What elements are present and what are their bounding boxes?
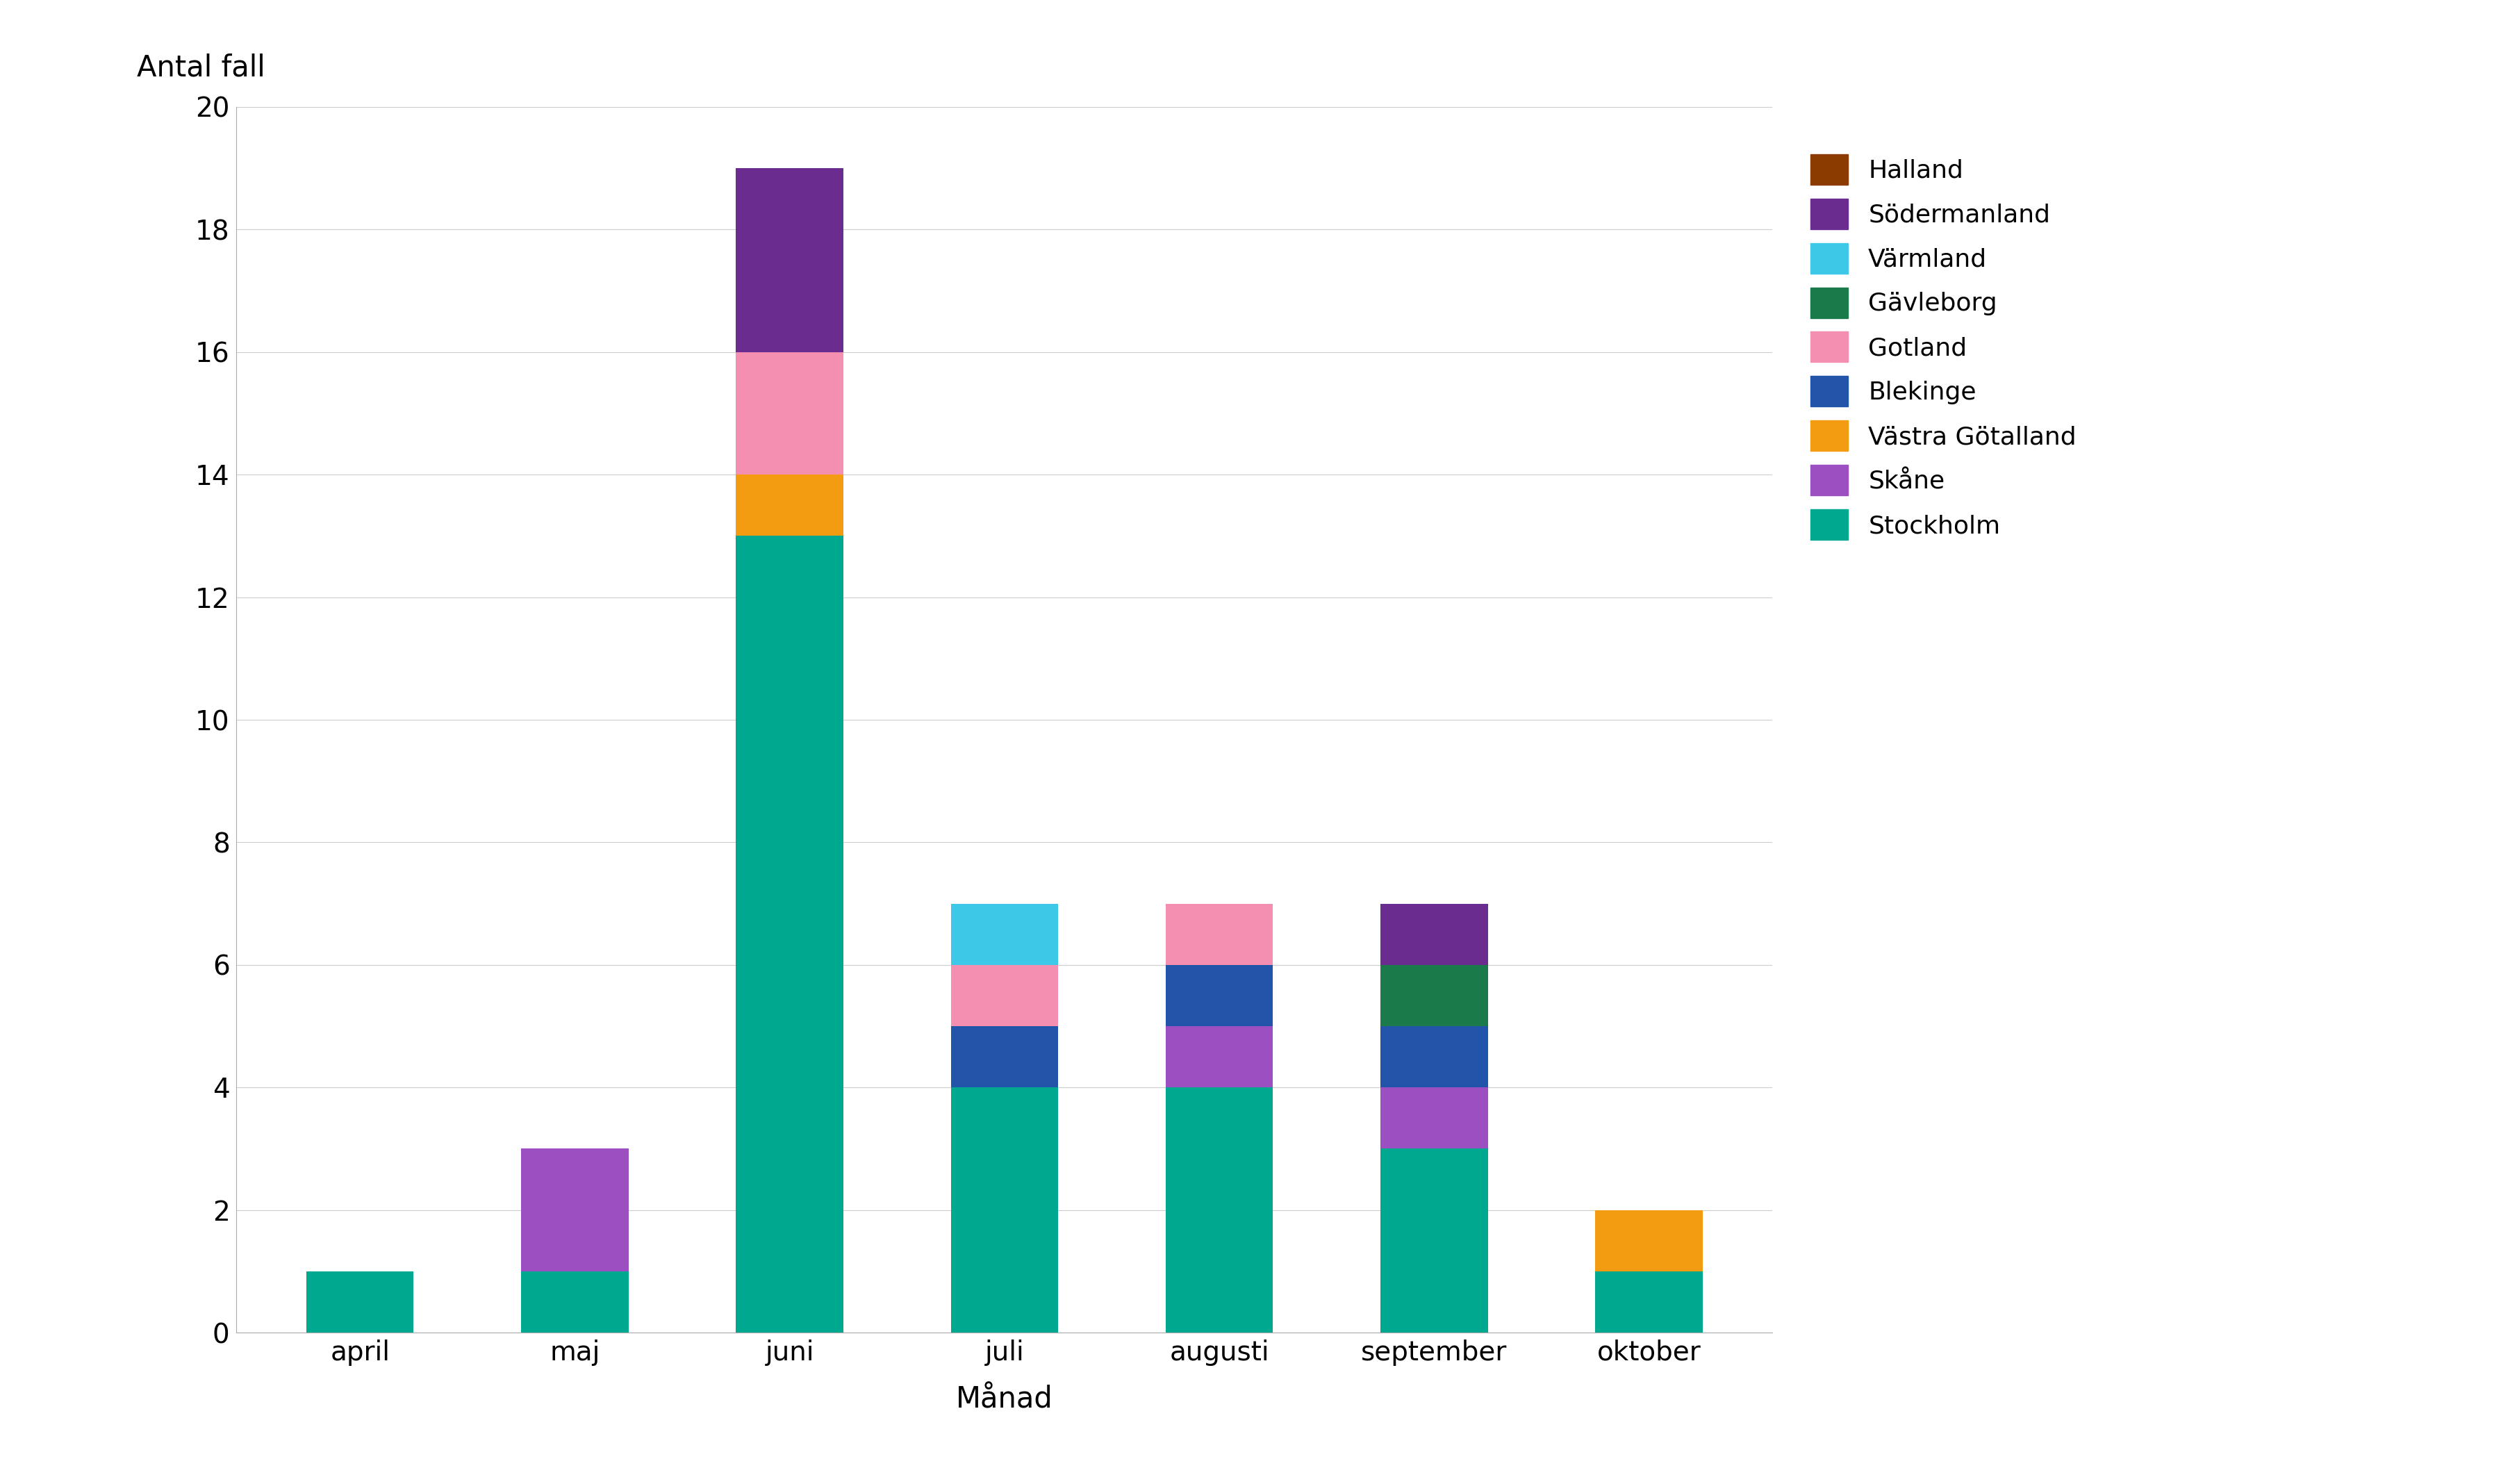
Bar (950, 1025, 1058, 1088)
Bar (735, 352, 843, 475)
Bar (1381, 1025, 1488, 1088)
Bar (305, 1272, 413, 1333)
Bar (735, 536, 843, 1333)
Bar (1596, 1272, 1703, 1333)
X-axis label: Månad: Månad (955, 1385, 1053, 1414)
Bar (1596, 1209, 1703, 1272)
Bar (950, 965, 1058, 1025)
Bar (1381, 904, 1488, 965)
Bar (735, 168, 843, 352)
Bar (520, 1272, 628, 1333)
Text: Antal fall: Antal fall (138, 53, 265, 83)
Bar (1381, 1149, 1488, 1333)
Bar (1165, 1025, 1273, 1088)
Legend: Halland, Södermanland, Värmland, Gävleborg, Gotland, Blekinge, Västra Götalland,: Halland, Södermanland, Värmland, Gävlebo… (1801, 144, 2086, 551)
Bar (1165, 1088, 1273, 1333)
Bar (1165, 965, 1273, 1025)
Bar (1165, 904, 1273, 965)
Bar (735, 475, 843, 536)
Bar (520, 1149, 628, 1272)
Bar (950, 904, 1058, 965)
Bar (1381, 965, 1488, 1025)
Bar (1381, 1088, 1488, 1149)
Bar (950, 1088, 1058, 1333)
